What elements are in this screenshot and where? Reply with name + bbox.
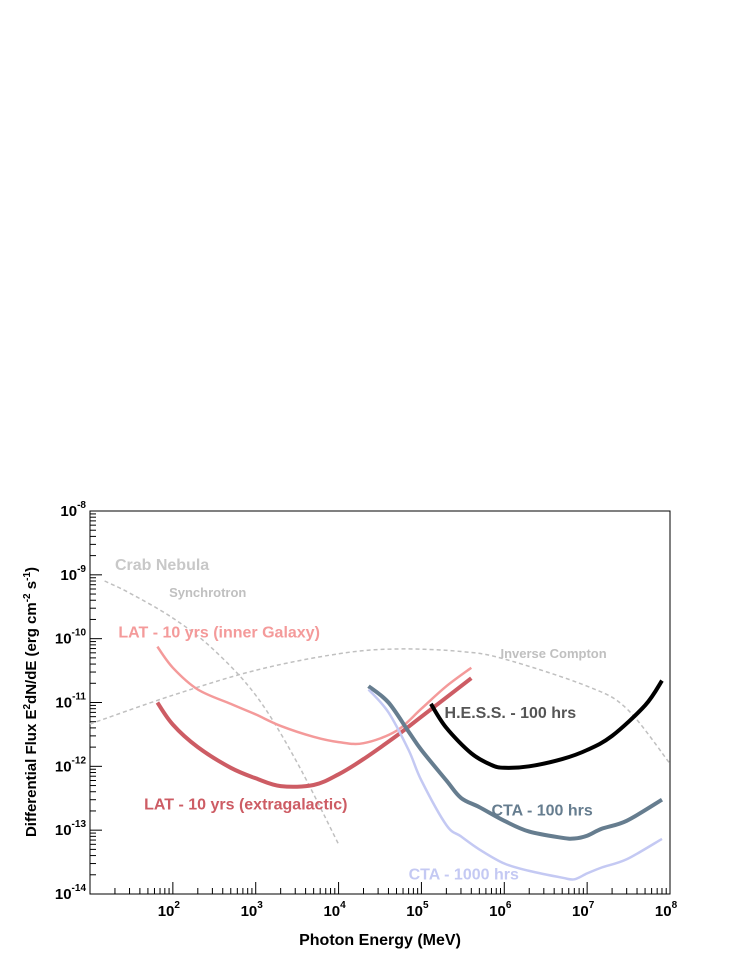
tick-base: 10 xyxy=(241,903,258,920)
series-h-e-s-s-100-hrs xyxy=(429,679,664,770)
tick-exponent: 2 xyxy=(174,900,180,911)
y-label-part: s xyxy=(23,581,40,594)
annotation-cta100: CTA - 100 hrs xyxy=(491,802,592,819)
y-tick-label: 10-9 xyxy=(60,564,86,584)
x-tick-label: 103 xyxy=(241,900,264,920)
series-cta-1000-hrs xyxy=(367,688,663,881)
x-tick-label: 105 xyxy=(406,900,429,920)
tick-exponent: -13 xyxy=(72,819,87,830)
tick-exponent: 7 xyxy=(589,900,595,911)
series-inverse-compton xyxy=(89,648,671,765)
tick-base: 10 xyxy=(55,822,72,839)
tick-base: 10 xyxy=(55,631,72,648)
x-tick-label: 107 xyxy=(572,900,595,920)
tick-base: 10 xyxy=(60,567,77,584)
annotation-sync: Synchrotron xyxy=(169,585,246,600)
y-tick-label: 10-11 xyxy=(55,692,86,712)
tick-labels: 102 103 104 105 106 107 10810-1410-1310-1210-1… xyxy=(55,500,678,920)
y-label-part: dN/dE (erg cm xyxy=(23,602,40,704)
annotation-lat-inner: LAT - 10 yrs (inner Galaxy) xyxy=(118,624,320,641)
y-tick-label: 10-12 xyxy=(55,755,87,775)
y-tick-label: 10-8 xyxy=(60,500,86,520)
y-tick-label: 10-13 xyxy=(55,819,87,839)
tick-exponent: -11 xyxy=(72,692,86,703)
series-layer xyxy=(89,580,671,881)
tick-exponent: 8 xyxy=(672,900,678,911)
x-tick-label: 108 xyxy=(655,900,678,920)
annotation-crab: Crab Nebula xyxy=(115,557,209,574)
tick-base: 10 xyxy=(406,903,423,920)
tick-base: 10 xyxy=(655,903,672,920)
tick-exponent: -9 xyxy=(77,564,86,575)
x-tick-label: 102 xyxy=(158,900,181,920)
tick-exponent: -8 xyxy=(77,500,86,511)
tick-exponent: 6 xyxy=(506,900,512,911)
y-tick-label: 10-14 xyxy=(55,883,87,903)
tick-base: 10 xyxy=(55,695,72,712)
x-axis-label: Photon Energy (MeV) xyxy=(299,932,461,949)
y-label-part: Differential Flux E xyxy=(23,710,40,838)
annotation-ic: Inverse Compton xyxy=(500,646,606,661)
tick-base: 10 xyxy=(572,903,589,920)
tick-base: 10 xyxy=(323,903,340,920)
annotation-hess: H.E.S.S. - 100 hrs xyxy=(445,705,577,722)
tick-exponent: -12 xyxy=(72,755,87,766)
annotation-layer: Crab Nebula Synchrotron Inverse Compton LAT… xyxy=(115,557,607,884)
y-label-sup: -2 xyxy=(22,593,33,602)
y-label-part: ) xyxy=(23,567,40,572)
tick-exponent: 5 xyxy=(423,900,429,911)
y-label-sup: -1 xyxy=(22,572,33,581)
series-lat-10-yrs-inner-galaxy xyxy=(156,645,473,746)
tick-base: 10 xyxy=(60,503,77,520)
tick-exponent: 3 xyxy=(257,900,263,911)
tick-base: 10 xyxy=(55,886,72,903)
tick-base: 10 xyxy=(158,903,175,920)
y-tick-label: 10-10 xyxy=(55,628,87,648)
tick-base: 10 xyxy=(489,903,506,920)
series-cta-100-hrs xyxy=(367,684,664,841)
y-axis-label: Differential Flux E2dN/dE (erg cm-2 s-1) xyxy=(22,567,40,837)
axis-ticks xyxy=(89,513,667,895)
x-tick-label: 104 xyxy=(323,900,346,920)
annotation-cta1000: CTA - 1000 hrs xyxy=(409,866,519,883)
tick-base: 10 xyxy=(55,758,72,775)
series-lat-10-yrs-extragalactic xyxy=(155,676,473,789)
y-label-sup: 2 xyxy=(22,704,33,710)
x-tick-label: 106 xyxy=(489,900,512,920)
tick-exponent: -10 xyxy=(72,628,87,639)
tick-exponent: -14 xyxy=(72,883,87,894)
annotation-lat-extra: LAT - 10 yrs (extragalactic) xyxy=(144,797,347,814)
tick-exponent: 4 xyxy=(340,900,346,911)
